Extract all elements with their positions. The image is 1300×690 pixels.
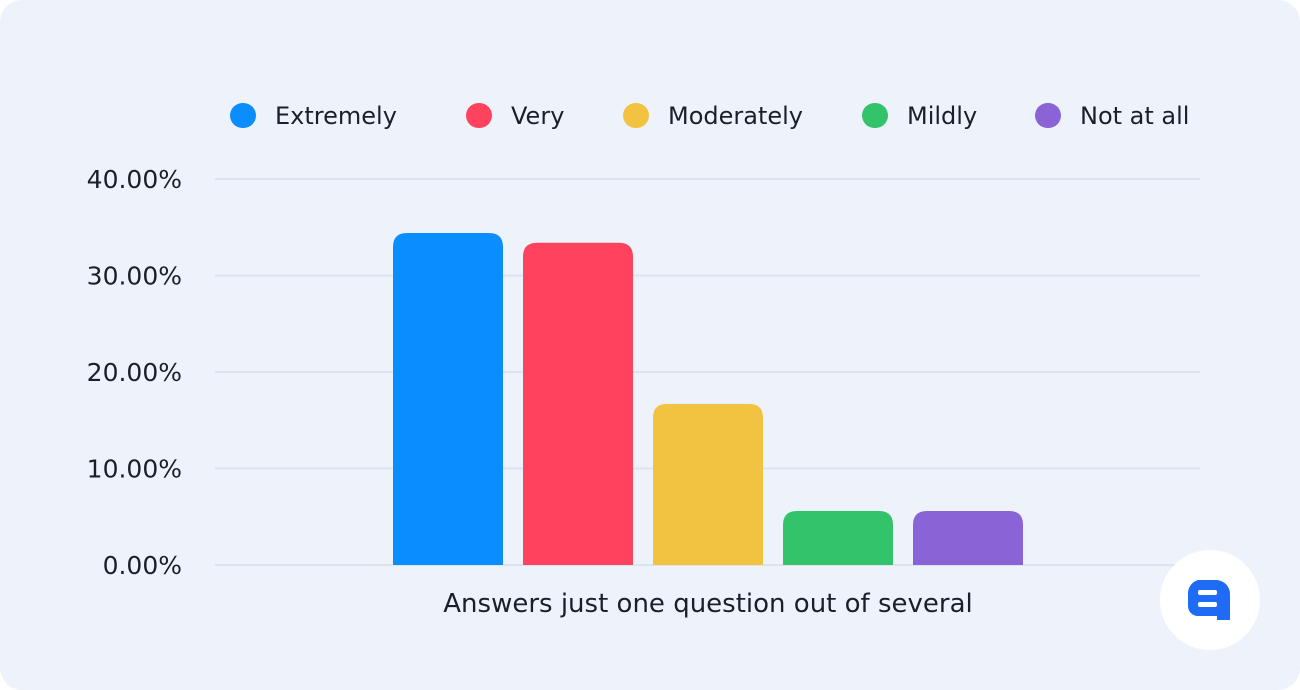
legend-label: Extremely <box>275 102 397 130</box>
bar-moderately <box>653 403 763 565</box>
y-tick-label: 40.00% <box>87 165 182 194</box>
legend-swatch <box>466 103 492 128</box>
y-tick-label: 30.00% <box>87 262 182 291</box>
legend-label: Very <box>511 102 564 130</box>
legend-swatch <box>1035 103 1061 128</box>
category-label: Answers just one question out of several <box>443 589 972 619</box>
legend-swatch <box>862 103 888 128</box>
bar-mildly <box>783 510 893 565</box>
brand-logo-icon <box>1187 580 1230 620</box>
legend-label: Mildly <box>907 102 977 130</box>
bar-not-at-all <box>913 510 1023 565</box>
bar-extremely <box>393 233 503 566</box>
legend-label: Moderately <box>668 102 803 130</box>
bar-very <box>523 242 633 565</box>
legend-swatch <box>623 103 649 128</box>
y-tick-label: 0.00% <box>103 551 182 580</box>
y-tick-label: 10.00% <box>87 455 182 484</box>
y-tick-label: 20.00% <box>87 358 182 387</box>
legend-label: Not at all <box>1080 102 1189 130</box>
brand-logo-badge <box>1160 550 1260 650</box>
legend-swatch <box>230 103 256 128</box>
